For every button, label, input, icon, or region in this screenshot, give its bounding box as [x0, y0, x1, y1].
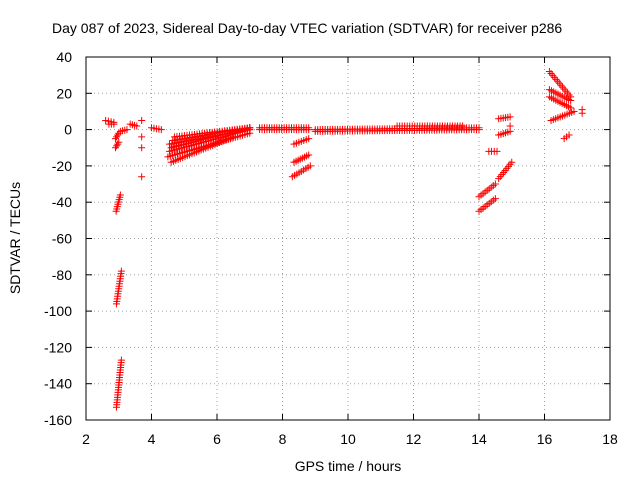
data-point — [493, 147, 501, 155]
data-point — [113, 133, 121, 141]
x-tick-label: 6 — [213, 431, 221, 447]
data-point — [246, 124, 254, 132]
data-point — [567, 104, 575, 112]
data-point — [578, 109, 586, 117]
x-tick-label: 4 — [148, 431, 156, 447]
data-point — [138, 133, 146, 141]
data-point — [506, 122, 514, 130]
y-tick-label: -80 — [52, 267, 72, 283]
y-tick-label: -140 — [44, 376, 72, 392]
y-tick-label: -60 — [52, 231, 72, 247]
y-tick-label: -160 — [44, 412, 72, 428]
data-point — [117, 356, 125, 364]
data-point — [110, 120, 118, 128]
data-point — [114, 131, 122, 139]
data-point — [111, 135, 119, 143]
axis-ticks: 2 4 6 8 10 12 14 16 18 -160 -140 -120 -100 -80 -60 -40 -… — [44, 49, 618, 447]
data-point — [567, 97, 575, 105]
x-tick-label: 12 — [406, 431, 422, 447]
data-point — [475, 126, 483, 134]
data-point — [491, 180, 499, 188]
y-axis-label: SDTVAR / TECUs — [7, 182, 23, 294]
data-point — [111, 144, 119, 152]
x-tick-label: 8 — [279, 431, 287, 447]
data-point — [491, 195, 499, 203]
y-tick-label: -120 — [44, 339, 72, 355]
x-tick-label: 10 — [340, 431, 356, 447]
data-point — [570, 107, 578, 115]
x-tick-label: 2 — [82, 431, 90, 447]
chart-title: Day 087 of 2023, Sidereal Day-to-day VTE… — [52, 20, 562, 36]
y-tick-label: -100 — [44, 303, 72, 319]
data-point — [157, 126, 165, 134]
plot-frame — [85, 56, 611, 421]
grid-lines — [86, 57, 610, 420]
data-point — [229, 133, 237, 141]
data-point — [305, 151, 313, 159]
data-point — [506, 113, 514, 121]
data-point — [113, 142, 121, 150]
data-point — [138, 144, 146, 152]
data-point — [305, 135, 313, 143]
y-tick-label: 20 — [56, 85, 72, 101]
data-point — [115, 138, 123, 146]
y-tick-label: 0 — [64, 122, 72, 138]
x-tick-label: 18 — [602, 431, 618, 447]
data-point — [306, 162, 314, 170]
data-point — [138, 117, 146, 125]
data-points — [102, 68, 586, 411]
data-point — [305, 124, 313, 132]
data-point — [115, 129, 123, 137]
data-point — [508, 158, 516, 166]
data-point — [116, 191, 124, 199]
x-tick-label: 16 — [537, 431, 553, 447]
x-axis-label: GPS time / hours — [295, 458, 402, 474]
data-point — [459, 122, 467, 130]
y-tick-label: 40 — [56, 49, 72, 65]
data-point — [114, 140, 122, 148]
data-point — [133, 122, 141, 130]
data-point — [117, 267, 125, 275]
data-point — [565, 131, 573, 139]
y-tick-label: -40 — [52, 194, 72, 210]
x-tick-label: 14 — [471, 431, 487, 447]
data-point — [138, 173, 146, 181]
y-tick-label: -20 — [52, 158, 72, 174]
data-point — [123, 126, 131, 134]
